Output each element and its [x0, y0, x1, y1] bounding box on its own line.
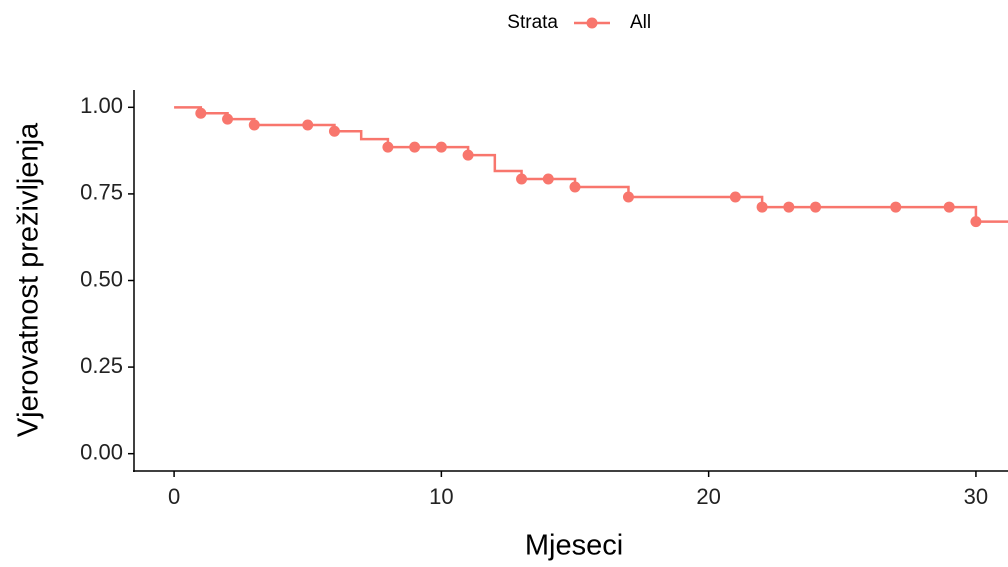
x-tick-label: 10 — [429, 484, 453, 509]
censor-mark — [248, 119, 260, 131]
survival-line — [174, 106, 1008, 223]
legend-label: All — [630, 12, 651, 33]
censor-mark — [783, 201, 795, 213]
censor-mark — [302, 119, 314, 131]
censor-mark — [382, 141, 394, 153]
censor-mark — [222, 113, 234, 125]
censor-mark — [810, 201, 822, 213]
censor-mark — [729, 191, 741, 203]
censor-mark — [890, 201, 902, 213]
legend-symbol-point — [586, 17, 598, 29]
censor-mark — [516, 173, 528, 185]
censor-mark — [569, 181, 581, 193]
x-axis-label: Mjeseci — [525, 530, 623, 562]
censor-mark — [756, 201, 768, 213]
y-tick-label: 0.50 — [80, 266, 123, 291]
censor-mark — [409, 141, 421, 153]
y-tick-label: 1.00 — [80, 93, 123, 118]
censor-mark — [435, 141, 447, 153]
censor-mark — [462, 149, 474, 161]
y-tick-label: 0.00 — [80, 439, 123, 464]
y-tick-label: 0.25 — [80, 353, 123, 378]
censor-mark — [195, 107, 207, 119]
censor-mark — [970, 216, 982, 228]
x-tick-label: 0 — [168, 484, 180, 509]
censor-mark — [328, 125, 340, 137]
x-tick-label: 20 — [696, 484, 720, 509]
censor-mark — [943, 201, 955, 213]
y-tick-label: 0.75 — [80, 180, 123, 205]
x-tick-label: 30 — [964, 484, 988, 509]
legend-title: Strata — [507, 12, 558, 33]
y-axis-label: Vjerovatnost preživljenja — [13, 122, 45, 437]
censor-mark — [542, 173, 554, 185]
censor-mark — [622, 191, 634, 203]
